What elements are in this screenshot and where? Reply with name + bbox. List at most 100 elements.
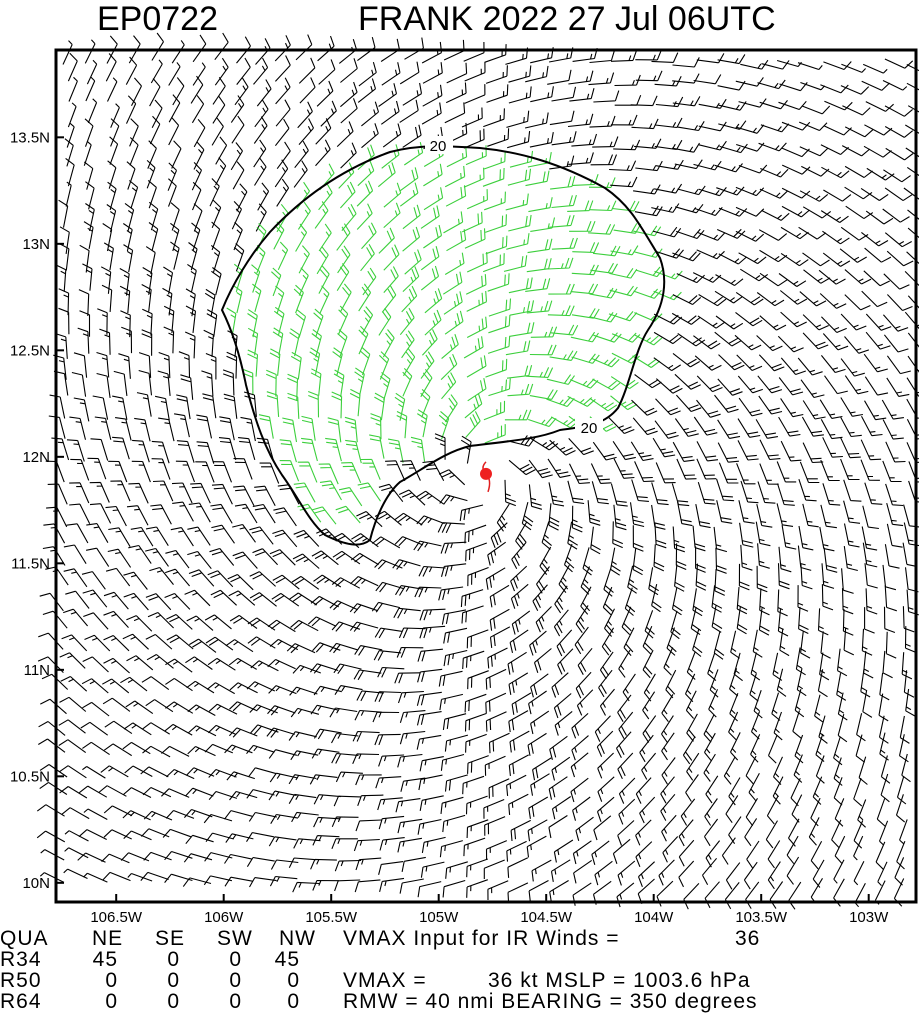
wind-barb — [777, 563, 790, 590]
wind-barb — [507, 383, 534, 397]
wind-barb — [185, 656, 213, 670]
table-cell: 0 — [229, 969, 242, 992]
wind-barb — [761, 60, 790, 70]
wind-barb — [257, 182, 270, 211]
wind-barb — [464, 524, 487, 544]
wind-barb — [589, 50, 616, 64]
wind-barb — [547, 69, 572, 85]
wind-barb — [485, 214, 507, 233]
wind-barb — [575, 605, 589, 634]
wind-barb — [185, 288, 196, 317]
wind-barb — [258, 414, 274, 439]
wind-barb — [331, 752, 359, 764]
wind-barb — [110, 480, 131, 502]
wind-barb — [154, 395, 170, 421]
wind-barb — [812, 859, 825, 888]
wind-barb — [232, 523, 256, 543]
wind-barb — [168, 116, 180, 146]
wind-barb — [40, 698, 67, 715]
wind-barb — [313, 816, 341, 828]
wind-barb — [464, 84, 486, 104]
wind-barb — [721, 837, 736, 865]
wind-barb — [249, 526, 274, 545]
wind-barb — [570, 331, 599, 343]
wind-barb — [277, 241, 289, 271]
wind-barb — [730, 630, 740, 659]
wind-barb — [105, 53, 117, 82]
wind-barb — [85, 547, 110, 567]
wind-barb — [96, 372, 111, 398]
wind-barb — [161, 745, 190, 757]
wind-barb — [786, 856, 800, 885]
wind-barb — [87, 98, 98, 124]
wind-barb — [875, 841, 886, 871]
wind-barb — [843, 546, 858, 572]
wind-barb — [570, 283, 599, 295]
wind-barb — [672, 57, 700, 68]
wind-barb — [103, 242, 114, 271]
wind-barb — [740, 268, 769, 282]
wind-barb — [293, 529, 320, 547]
wind-barb — [85, 76, 96, 102]
wind-barb — [444, 310, 464, 335]
wind-barb — [259, 462, 280, 484]
wind-barb — [371, 536, 401, 549]
wind-barb — [39, 764, 68, 778]
wind-barb — [509, 629, 529, 654]
wind-barb — [183, 808, 213, 818]
wind-barb — [298, 57, 316, 84]
wind-barb — [420, 861, 445, 878]
wind-barb — [642, 625, 653, 655]
wind-barb — [550, 416, 580, 429]
x-tick-label: 103W — [849, 909, 889, 926]
wind-barb — [527, 732, 547, 756]
wind-barb — [445, 82, 467, 104]
wind-barb — [820, 504, 837, 529]
table-cell: 0 — [167, 990, 180, 1013]
wind-barb — [375, 776, 402, 789]
wind-barb — [506, 110, 530, 128]
wind-barb — [59, 786, 88, 799]
wind-barb — [780, 311, 807, 328]
wind-barb — [631, 118, 659, 130]
wind-barb — [165, 549, 190, 569]
wind-barb — [525, 65, 549, 83]
wind-barb — [821, 166, 850, 179]
wind-barb — [288, 857, 317, 868]
wind-barb — [508, 793, 529, 815]
wind-barb — [229, 727, 258, 738]
wind-barb — [81, 571, 106, 590]
wind-barb — [349, 621, 379, 632]
wind-barb — [170, 202, 180, 231]
wind-barb — [128, 180, 139, 209]
wind-barb — [82, 766, 106, 779]
wind-barb — [167, 178, 177, 207]
wind-barb — [483, 253, 505, 273]
wind-barb — [836, 673, 847, 701]
wind-barb — [642, 691, 656, 720]
wind-barb — [672, 73, 700, 84]
wind-barb — [66, 523, 89, 544]
wind-barb — [189, 638, 217, 653]
wind-barb — [610, 483, 628, 507]
wind-barb — [69, 503, 91, 525]
wind-barb — [698, 140, 727, 151]
wind-barb — [820, 459, 840, 482]
wind-barb — [73, 352, 88, 378]
wind-barb — [273, 507, 297, 527]
wind-barb — [118, 353, 131, 379]
wind-barb — [759, 315, 787, 331]
wind-barb — [865, 331, 891, 350]
wind-barb — [210, 244, 221, 274]
wind-barb — [488, 732, 510, 754]
wind-barb — [63, 544, 87, 564]
wind-barb — [126, 655, 154, 671]
wind-barb — [402, 82, 423, 106]
wind-barb — [728, 816, 742, 845]
wind-barb — [115, 417, 132, 441]
wind-barb — [505, 193, 529, 211]
wind-barb — [884, 232, 912, 248]
wind-barb — [107, 181, 117, 211]
wind-barb — [505, 340, 531, 356]
